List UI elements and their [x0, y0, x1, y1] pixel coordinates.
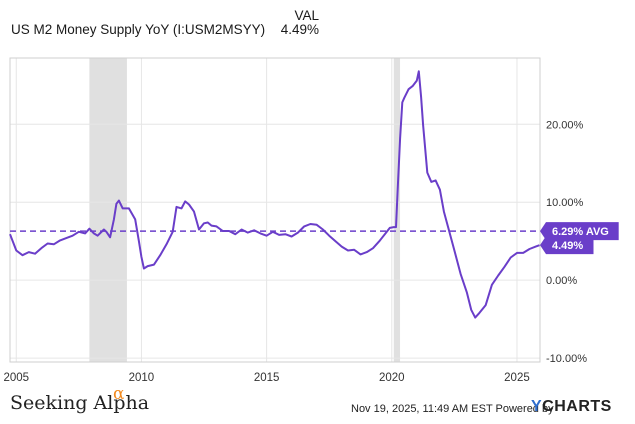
x-tick-label: 2020: [379, 372, 405, 384]
x-axis: 2005 2010 2015 2020 2025: [3, 372, 529, 384]
x-tick-label: 2005: [3, 372, 29, 384]
series-line: [9, 70, 540, 319]
series-label: US M2 Money Supply YoY (I:USM2MSYY): [11, 22, 266, 37]
plot-frame: [9, 57, 541, 363]
seeking-alpha-logo[interactable]: Seeking Alpha: [10, 392, 150, 414]
last-value-badge: [540, 236, 594, 255]
average-badge: [540, 222, 619, 241]
y-tick-label: 20.00%: [546, 119, 584, 131]
y-tick-label: 10.00%: [546, 197, 584, 209]
ycharts-logo[interactable]: YCHARTS: [531, 398, 612, 416]
alpha-icon: α: [113, 384, 125, 404]
value-column-header: VAL: [294, 8, 319, 23]
ycharts-wordmark: CHARTS: [542, 398, 612, 415]
x-tick-label: 2025: [504, 372, 530, 384]
current-value: 4.49%: [280, 22, 319, 37]
y-tick-label: 0.00%: [546, 275, 577, 287]
recession-bands: [89, 58, 401, 362]
ycharts-y-icon: Y: [531, 398, 543, 415]
x-tick-label: 2015: [254, 372, 280, 384]
y-tick-label: -10.00%: [546, 353, 587, 365]
grid-lines: [10, 58, 540, 362]
last-value-badge-label: 4.49%: [552, 240, 583, 252]
y-axis: 20.00% 10.00% 0.00% -10.00%: [546, 119, 587, 365]
value-badges: 6.29% AVG 4.49%: [540, 222, 619, 255]
x-tick-label: 2010: [129, 372, 155, 384]
timestamp: Nov 19, 2025, 11:49 AM EST Powered by: [351, 403, 554, 415]
recession-band-1: [89, 58, 127, 362]
average-badge-label: 6.29% AVG: [552, 226, 609, 238]
